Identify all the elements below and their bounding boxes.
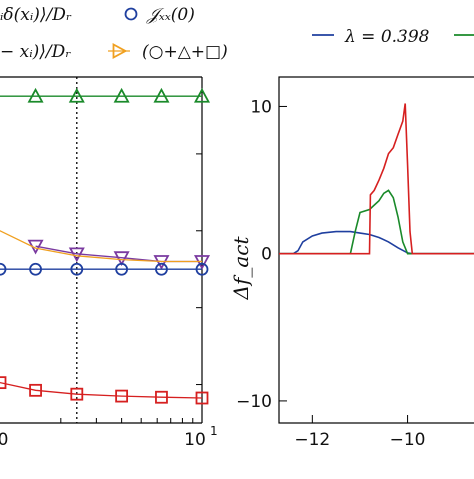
right-series-line-0 <box>279 230 474 255</box>
left-point-blue-1 <box>0 262 7 276</box>
left-point-red-5 <box>155 390 168 404</box>
left-point-purple-2 <box>113 251 130 267</box>
left-point-red-4 <box>115 389 129 403</box>
left-point-red-1 <box>0 376 7 390</box>
left-point-red-2 <box>29 383 42 397</box>
left-point-green-5 <box>193 87 211 103</box>
left-x-tick-label-0: 0 <box>0 430 8 450</box>
legend-marker-i2 <box>112 42 128 60</box>
right-x-tick-label-0: −12 <box>294 430 330 450</box>
left-point-green-2 <box>68 87 85 103</box>
right-y-tick-label-1: 0 <box>261 245 272 265</box>
left-point-blue-4 <box>115 262 129 276</box>
left-legend: ᵢδ(xᵢ)⟩/Dᵣ 𝒥ₓₓ(0) − xᵢ)⟩/Dᵣ (○+△+□) <box>0 5 228 62</box>
legend-label-i1: ᵢδ(xᵢ)⟩/Dᵣ <box>0 5 72 25</box>
right-series-line-2 <box>279 103 474 255</box>
right-legend: λ = 0.398 <box>312 27 474 47</box>
left-point-blue-6 <box>195 262 209 276</box>
left-point-red-6 <box>195 391 209 405</box>
right-y-tick-label-0: 10 <box>250 97 272 117</box>
right-series-line-1 <box>279 189 474 255</box>
left-point-red-3 <box>70 387 84 401</box>
right-y-tick-label-2: −10 <box>236 392 272 412</box>
right-x-tick-label-1: −10 <box>390 430 426 450</box>
legend-label-i2: − xᵢ)⟩/Dᵣ <box>0 42 71 62</box>
legend-label-sum: (○+△+□) <box>142 42 228 62</box>
left-x-tick-label-exponent: 1 <box>210 424 218 438</box>
left-point-green-1 <box>27 87 44 103</box>
left-point-blue-5 <box>155 262 168 276</box>
legend-label-jxx: 𝒥ₓₓ(0) <box>146 5 195 25</box>
left-point-green-3 <box>113 87 130 103</box>
right-axis-frame <box>278 76 474 424</box>
legend-marker-jxx <box>124 7 138 21</box>
left-point-blue-3 <box>70 262 84 276</box>
left-point-purple-1 <box>68 247 85 263</box>
left-series-line-red <box>0 381 203 399</box>
right-y-axis-label: Δf_act <box>229 236 253 301</box>
left-point-blue-2 <box>29 262 42 276</box>
left-panel: 0 10 1 <box>0 76 218 450</box>
left-series-line-orange <box>0 230 202 263</box>
left-point-green-4 <box>153 87 170 103</box>
right-legend-label-0: λ = 0.398 <box>344 27 430 47</box>
left-x-tick-label-10: 10 <box>184 430 206 450</box>
right-panel: −12 −10 10 0 −10 Δf_act <box>229 76 474 450</box>
